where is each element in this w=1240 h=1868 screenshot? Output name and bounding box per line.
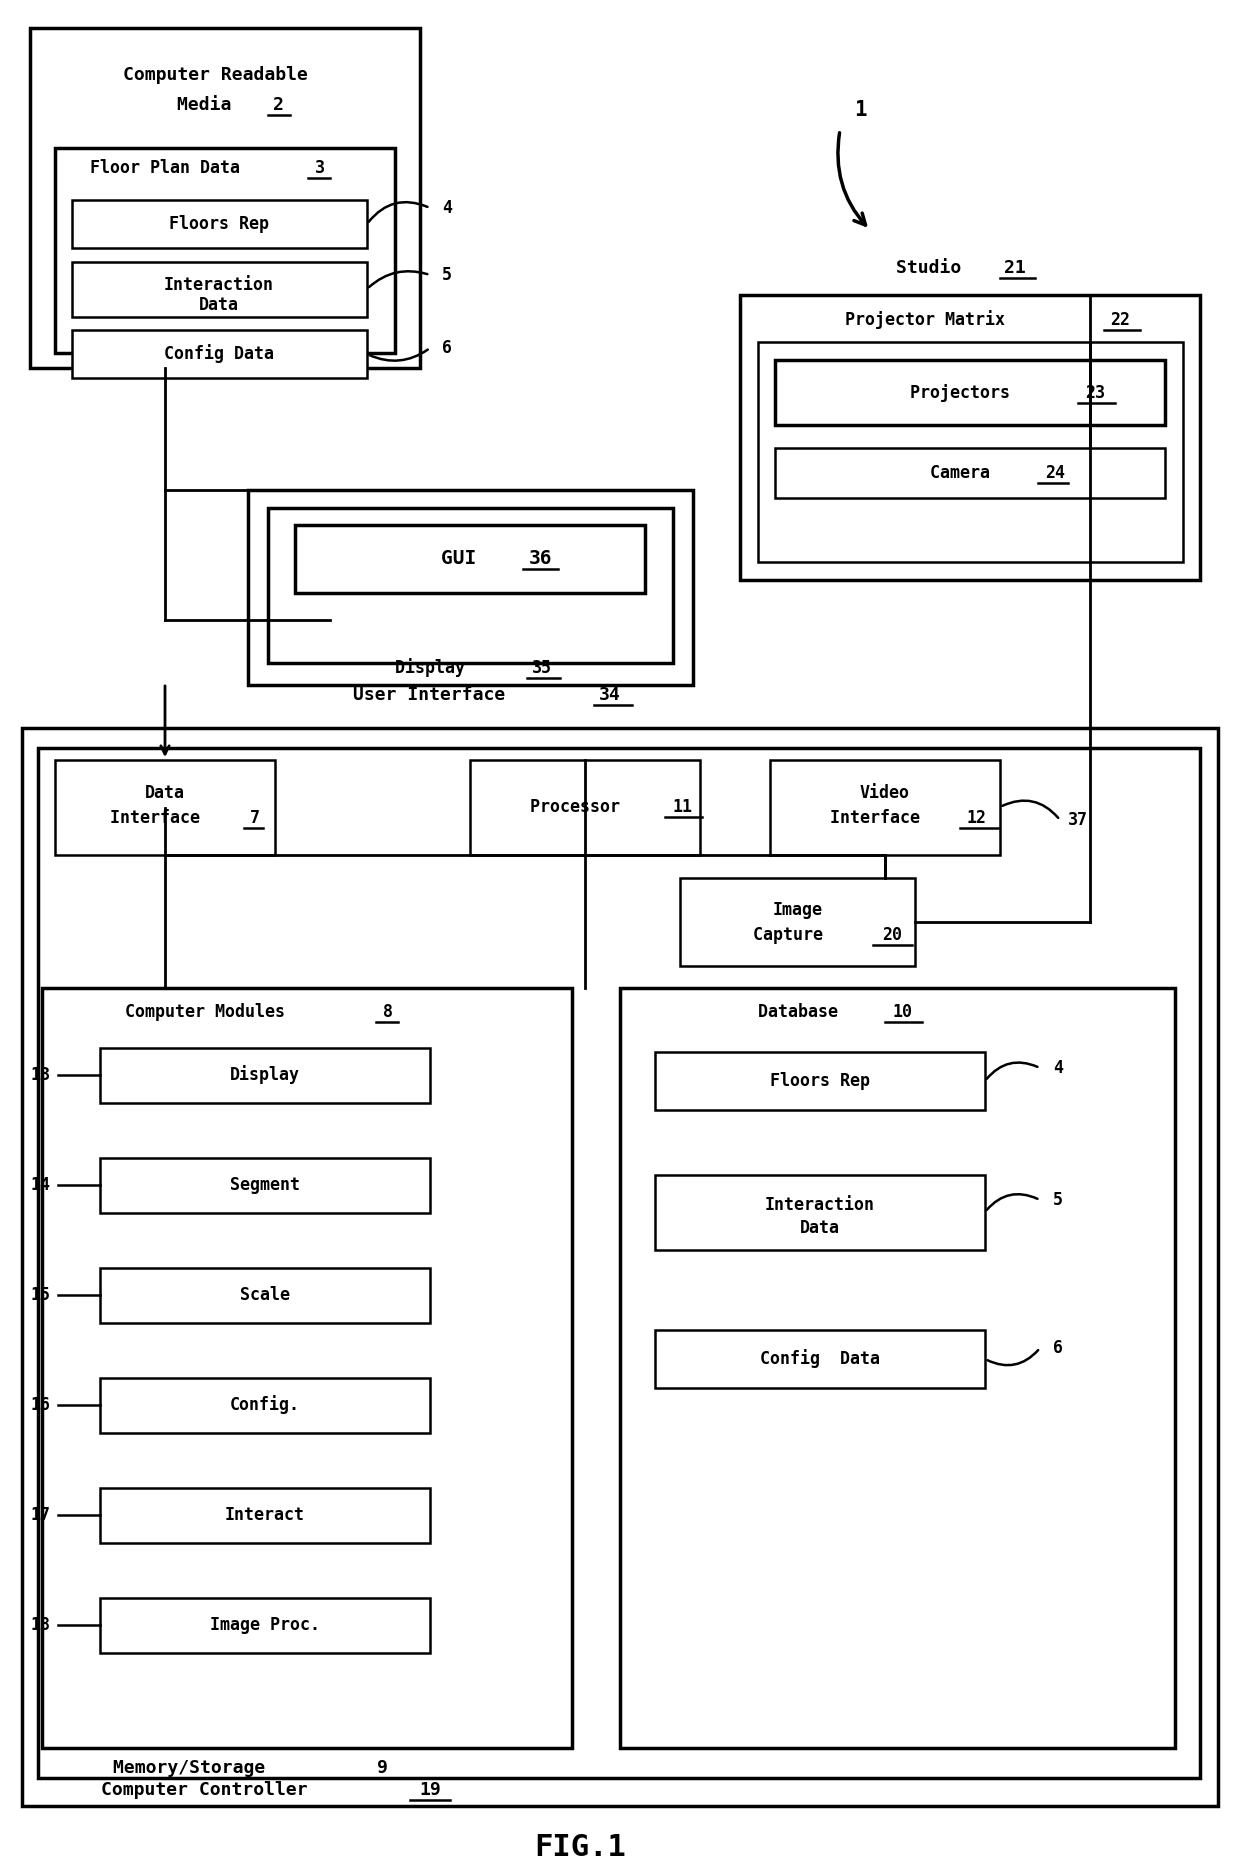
Text: 20: 20 — [882, 927, 901, 943]
Text: Segment: Segment — [229, 1177, 300, 1194]
Text: 22: 22 — [1110, 310, 1130, 329]
Text: Computer Readable: Computer Readable — [123, 65, 308, 84]
Text: Image Proc.: Image Proc. — [210, 1616, 320, 1634]
Text: Floors Rep: Floors Rep — [169, 215, 269, 234]
Text: 24: 24 — [1045, 463, 1065, 482]
Bar — [55, 148, 396, 353]
Text: 6: 6 — [1053, 1339, 1063, 1356]
Text: 5: 5 — [441, 265, 453, 284]
Text: 15: 15 — [30, 1285, 50, 1304]
Text: 2: 2 — [273, 95, 284, 114]
Bar — [248, 489, 693, 686]
Text: Display: Display — [396, 659, 485, 678]
Text: 14: 14 — [30, 1177, 50, 1194]
Text: 35: 35 — [532, 659, 552, 676]
Bar — [470, 760, 701, 856]
Text: Processor: Processor — [529, 798, 640, 816]
Bar — [740, 295, 1200, 579]
Bar — [775, 448, 1166, 499]
Text: Scale: Scale — [241, 1285, 290, 1304]
Text: 36: 36 — [528, 549, 552, 568]
Text: Interface: Interface — [110, 809, 219, 828]
Text: Projector Matrix: Projector Matrix — [844, 310, 1025, 329]
Bar — [72, 262, 367, 318]
Text: 23: 23 — [1085, 385, 1105, 402]
Text: Computer Controller: Computer Controller — [100, 1780, 329, 1799]
Text: Image: Image — [773, 900, 823, 919]
Text: Interact: Interact — [224, 1506, 305, 1524]
Text: User Interface: User Interface — [353, 686, 527, 704]
Bar — [100, 1597, 430, 1653]
Bar — [680, 878, 915, 966]
Bar — [100, 1268, 430, 1323]
Bar — [655, 1052, 985, 1110]
Text: Memory/Storage: Memory/Storage — [113, 1760, 286, 1776]
Bar — [655, 1330, 985, 1388]
Text: 1: 1 — [853, 101, 867, 120]
Text: 37: 37 — [1068, 811, 1087, 829]
Text: Data: Data — [800, 1220, 839, 1237]
Text: Config  Data: Config Data — [760, 1349, 880, 1369]
Text: 16: 16 — [30, 1395, 50, 1414]
Bar — [268, 508, 673, 663]
Bar — [72, 200, 367, 248]
Text: 11: 11 — [673, 798, 693, 816]
Bar — [42, 988, 572, 1748]
Text: Display: Display — [229, 1065, 300, 1085]
Text: 19: 19 — [419, 1780, 441, 1799]
Bar — [30, 28, 420, 368]
Text: 7: 7 — [250, 809, 260, 828]
Text: 3: 3 — [315, 159, 325, 177]
Bar — [775, 361, 1166, 426]
Text: Projectors: Projectors — [910, 385, 1030, 402]
Text: Floor Plan Data: Floor Plan Data — [91, 159, 260, 177]
Text: Floors Rep: Floors Rep — [770, 1072, 870, 1091]
Text: Camera: Camera — [930, 463, 1011, 482]
Bar — [38, 747, 1200, 1778]
Text: 9: 9 — [377, 1760, 387, 1776]
Text: Database: Database — [758, 1003, 858, 1022]
Bar — [100, 1048, 430, 1102]
Text: 10: 10 — [892, 1003, 911, 1022]
Text: 4: 4 — [441, 200, 453, 217]
Bar — [55, 760, 275, 856]
Text: Data: Data — [145, 785, 185, 801]
Text: Interface: Interface — [830, 809, 940, 828]
Text: Interaction: Interaction — [164, 276, 274, 293]
Text: Config.: Config. — [229, 1395, 300, 1414]
Bar — [100, 1379, 430, 1433]
Bar — [770, 760, 999, 856]
Bar — [100, 1158, 430, 1212]
Text: GUI: GUI — [440, 549, 500, 568]
Bar — [295, 525, 645, 592]
Text: Data: Data — [198, 295, 239, 314]
Text: 12: 12 — [967, 809, 987, 828]
Text: 6: 6 — [441, 338, 453, 357]
Text: Capture: Capture — [753, 927, 843, 943]
Bar — [620, 988, 1176, 1748]
Text: 5: 5 — [1053, 1192, 1063, 1209]
Text: 8: 8 — [383, 1003, 393, 1022]
Text: Computer Modules: Computer Modules — [125, 1003, 305, 1022]
Text: 17: 17 — [30, 1506, 50, 1524]
Bar — [22, 729, 1218, 1806]
Text: Video: Video — [861, 785, 910, 801]
Text: Config Data: Config Data — [164, 344, 274, 364]
Text: Studio: Studio — [897, 260, 983, 276]
Text: 21: 21 — [1004, 260, 1025, 276]
Bar — [758, 342, 1183, 562]
Bar — [72, 331, 367, 377]
Text: Media: Media — [177, 95, 253, 114]
Bar — [655, 1175, 985, 1250]
Text: FIG.1: FIG.1 — [534, 1834, 626, 1862]
Text: 18: 18 — [30, 1616, 50, 1634]
Text: 34: 34 — [599, 686, 621, 704]
Bar — [100, 1489, 430, 1543]
Text: 13: 13 — [30, 1067, 50, 1083]
Text: Interaction: Interaction — [765, 1196, 875, 1214]
Text: 4: 4 — [1053, 1059, 1063, 1078]
